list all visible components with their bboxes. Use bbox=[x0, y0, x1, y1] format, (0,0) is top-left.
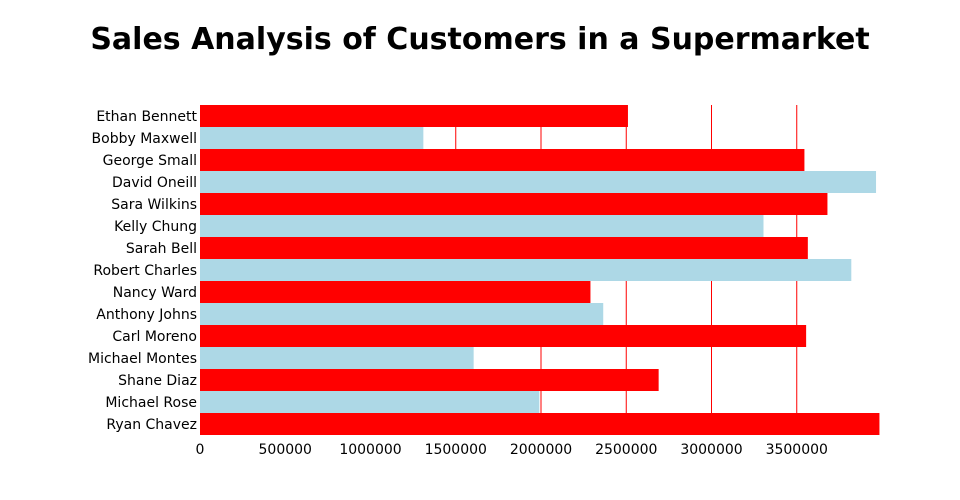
x-tick-label-2: 1000000 bbox=[339, 442, 401, 458]
x-tick-label-0: 0 bbox=[196, 442, 205, 458]
category-label-7: Robert Charles bbox=[93, 263, 197, 279]
x-tick-label-3: 1500000 bbox=[425, 442, 487, 458]
category-label-3: David Oneill bbox=[112, 175, 197, 191]
bar-11 bbox=[200, 347, 474, 369]
category-labels: Ethan Bennett Bobby Maxwell George Small Da… bbox=[88, 109, 198, 433]
bar-1 bbox=[200, 127, 424, 149]
category-label-1: Bobby Maxwell bbox=[92, 131, 197, 147]
bars bbox=[200, 105, 880, 435]
category-label-10: Carl Moreno bbox=[112, 329, 197, 345]
chart-title: Sales Analysis of Customers in a Superma… bbox=[90, 22, 870, 57]
category-label-9: Anthony Johns bbox=[96, 307, 197, 323]
bar-4 bbox=[200, 193, 828, 215]
x-tick-label-1: 500000 bbox=[259, 442, 312, 458]
bar-10 bbox=[200, 325, 807, 347]
category-label-12: Shane Diaz bbox=[118, 373, 197, 389]
category-label-14: Ryan Chavez bbox=[106, 417, 197, 433]
bar-2 bbox=[200, 149, 805, 171]
bar-13 bbox=[200, 391, 540, 413]
bar-7 bbox=[200, 259, 852, 281]
bar-8 bbox=[200, 281, 591, 303]
bar-9 bbox=[200, 303, 604, 325]
category-label-6: Sarah Bell bbox=[126, 241, 197, 257]
bar-0 bbox=[200, 105, 628, 127]
category-label-2: George Small bbox=[103, 153, 197, 169]
category-label-11: Michael Montes bbox=[88, 351, 197, 367]
x-tick-label-5: 2500000 bbox=[595, 442, 657, 458]
x-tick-label-7: 3500000 bbox=[766, 442, 828, 458]
category-label-5: Kelly Chung bbox=[114, 219, 197, 235]
bar-14 bbox=[200, 413, 880, 435]
x-tick-label-4: 2000000 bbox=[510, 442, 572, 458]
bar-6 bbox=[200, 237, 808, 259]
x-axis-ticks: 0 500000 1000000 1500000 2000000 2500000 30000… bbox=[196, 442, 828, 458]
bar-5 bbox=[200, 215, 764, 237]
x-tick-label-6: 3000000 bbox=[680, 442, 742, 458]
category-label-0: Ethan Bennett bbox=[96, 109, 197, 125]
category-label-13: Michael Rose bbox=[105, 395, 197, 411]
bar-3 bbox=[200, 171, 877, 193]
category-label-8: Nancy Ward bbox=[113, 285, 197, 301]
bar-12 bbox=[200, 369, 659, 391]
category-label-4: Sara Wilkins bbox=[111, 197, 197, 213]
